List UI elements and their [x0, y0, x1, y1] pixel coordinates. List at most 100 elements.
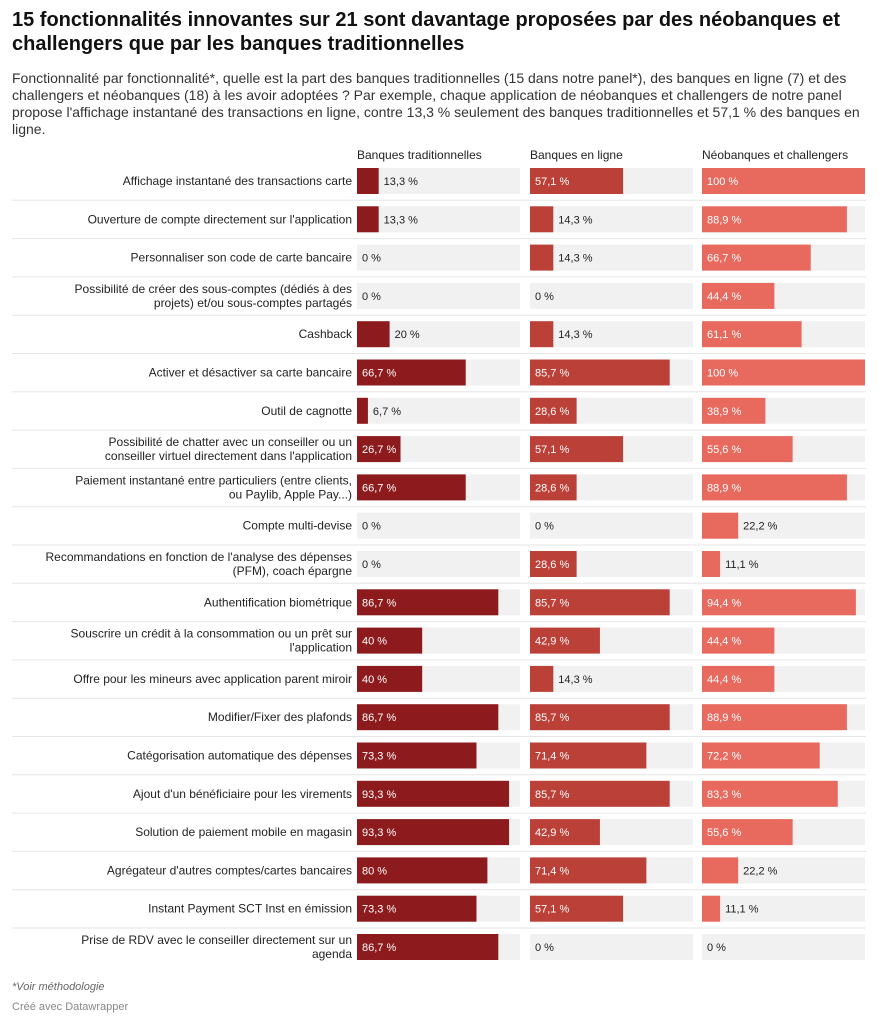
- bar-value-label: 80 %: [362, 865, 387, 877]
- bar-track: [357, 512, 520, 539]
- bar-value-label: 100 %: [707, 368, 738, 380]
- bar-value-label: 66,7 %: [707, 253, 741, 265]
- bar-value-label: 93,3 %: [362, 789, 396, 801]
- bar-value-label: 28,6 %: [535, 406, 569, 418]
- category-label: Possibilité de créer des sous-comptes (d…: [75, 282, 352, 310]
- bar: [357, 857, 488, 884]
- bar: [702, 742, 820, 769]
- bar: [530, 206, 554, 233]
- bar: [530, 436, 624, 463]
- bar-value-label: 6,7 %: [373, 406, 401, 418]
- bar-value-label: 0 %: [362, 559, 381, 571]
- bar: [530, 321, 554, 348]
- bar-value-label: 28,6 %: [535, 559, 569, 571]
- bar-value-label: 73,3 %: [362, 751, 396, 763]
- bar: [702, 168, 865, 194]
- bar: [702, 857, 739, 884]
- category-label: Instant Payment SCT Inst en émission: [148, 902, 352, 916]
- bar: [702, 665, 775, 692]
- bar: [357, 742, 477, 769]
- bar: [357, 321, 390, 348]
- bar-value-label: 94,4 %: [707, 597, 741, 609]
- bar: [702, 895, 721, 922]
- bar: [530, 474, 577, 501]
- bar: [530, 857, 647, 884]
- methodology-note: *Voir méthodologie: [12, 981, 105, 993]
- category-label: Personnaliser son code de carte bancaire: [131, 251, 353, 265]
- bar-value-label: 72,2 %: [707, 751, 741, 763]
- bar-value-label: 14,3 %: [558, 214, 592, 226]
- bar-track: [530, 282, 693, 309]
- bar-value-label: 44,4 %: [707, 674, 741, 686]
- bar-value-label: 13,3 %: [384, 176, 418, 188]
- bar-value-label: 13,3 %: [384, 214, 418, 226]
- bar-value-label: 40 %: [362, 636, 387, 648]
- bar: [530, 627, 600, 654]
- bar: [357, 206, 379, 233]
- bar-value-label: 88,9 %: [707, 482, 741, 494]
- bar-value-label: 57,1 %: [535, 904, 569, 916]
- bar-value-label: 44,4 %: [707, 291, 741, 303]
- bar: [357, 436, 401, 463]
- bar-track: [530, 244, 693, 271]
- category-label: Possibilité de chatter avec un conseille…: [105, 435, 352, 463]
- bar-track: [357, 168, 520, 194]
- bar: [530, 551, 577, 577]
- bar: [530, 780, 670, 807]
- bar-track: [530, 321, 693, 348]
- bar: [702, 397, 766, 424]
- bar-value-label: 57,1 %: [535, 176, 569, 188]
- category-label: Activer et désactiver sa carte bancaire: [149, 366, 353, 380]
- bar-track: [702, 551, 865, 577]
- bar-value-label: 0 %: [362, 291, 381, 303]
- bar: [702, 359, 865, 386]
- category-label: Recommandations en fonction de l'analyse…: [46, 550, 353, 578]
- bar-value-label: 66,7 %: [362, 482, 396, 494]
- bar-value-label: 28,6 %: [535, 482, 569, 494]
- bar: [702, 244, 811, 271]
- category-label: Ouverture de compte directement sur l'ap…: [88, 212, 352, 226]
- category-label: Affichage instantané des transactions ca…: [123, 174, 353, 188]
- bar: [357, 589, 499, 616]
- bar: [530, 665, 554, 692]
- bar-value-label: 85,7 %: [535, 712, 569, 724]
- bar-value-label: 85,7 %: [535, 597, 569, 609]
- bar: [357, 780, 510, 807]
- bar: [530, 589, 670, 616]
- bar-track: [357, 244, 520, 271]
- bar: [357, 168, 379, 194]
- credit-line: Créé avec Datawrapper: [12, 1001, 129, 1013]
- bar-value-label: 0 %: [535, 942, 554, 954]
- bar-value-label: 11,1 %: [725, 904, 759, 916]
- category-label: Ajout d'un bénéficiaire pour les viremen…: [133, 787, 352, 801]
- bar: [530, 704, 670, 731]
- bar-track: [530, 206, 693, 233]
- bar: [702, 282, 775, 309]
- bar-value-label: 93,3 %: [362, 827, 396, 839]
- bar: [702, 704, 847, 731]
- bar-value-label: 0 %: [707, 942, 726, 954]
- bar-value-label: 100 %: [707, 176, 738, 188]
- category-label: Prise de RDV avec le conseiller directem…: [81, 933, 352, 961]
- category-label: Catégorisation automatique des dépenses: [127, 749, 352, 763]
- category-label: Offre pour les mineurs avec application …: [73, 672, 352, 686]
- bar-track: [357, 397, 520, 424]
- bar: [702, 512, 739, 539]
- bar: [357, 665, 423, 692]
- bar-value-label: 71,4 %: [535, 865, 569, 877]
- series-header: Néobanques et challengers: [702, 148, 848, 162]
- bar: [357, 895, 477, 922]
- category-label: Agrégateur d'autres comptes/cartes banca…: [107, 863, 352, 877]
- bar-value-label: 38,9 %: [707, 406, 741, 418]
- bar-value-label: 44,4 %: [707, 636, 741, 648]
- bar: [530, 742, 647, 769]
- bar: [530, 244, 554, 271]
- bar-value-label: 0 %: [535, 521, 554, 533]
- bar-track: [530, 934, 693, 960]
- bar-value-label: 86,7 %: [362, 712, 396, 724]
- bar: [357, 819, 510, 846]
- bar-track: [530, 665, 693, 692]
- bar-track: [357, 551, 520, 577]
- bar: [702, 206, 847, 233]
- bar: [530, 895, 624, 922]
